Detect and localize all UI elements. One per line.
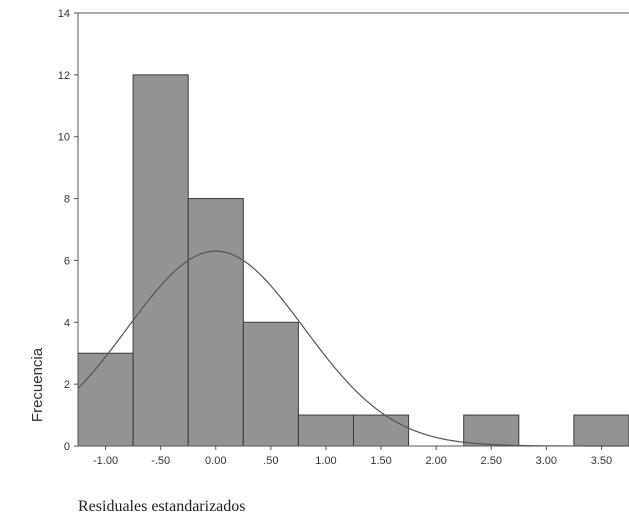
- y-tick-label: 6: [64, 255, 70, 267]
- x-tick-label: 1.50: [370, 455, 391, 467]
- y-tick-labels: 0 2 4 6 8 10 12 14: [58, 8, 78, 453]
- y-tick-label: 4: [64, 317, 70, 329]
- x-tick-label: 2.50: [481, 455, 502, 467]
- y-tick-label: 0: [64, 441, 70, 453]
- y-tick-label: 2: [64, 379, 70, 391]
- y-axis-label: Frecuencia: [29, 347, 46, 422]
- x-tick-label: 1.00: [315, 455, 336, 467]
- histogram-bar: [132, 74, 189, 447]
- x-tick-label: 3.00: [536, 455, 557, 467]
- histogram-bar: [187, 198, 244, 447]
- x-axis-label: Residuales estandarizados: [78, 498, 246, 515]
- histogram-bar: [353, 414, 410, 447]
- x-tick-label: 2.00: [425, 455, 446, 467]
- x-tick-label: .50: [263, 455, 278, 467]
- x-tick-label: -.50: [151, 455, 170, 467]
- histogram-bar: [573, 414, 629, 447]
- histogram-bar: [297, 414, 354, 447]
- x-tick-label: -1.00: [93, 455, 118, 467]
- y-tick-label: 8: [64, 194, 70, 206]
- x-tick-labels: -1.00 -.50 0.00 .50 1.00 1.50 2.00 2.50 3.00 3.50: [93, 446, 612, 467]
- axes-group: [77, 12, 629, 447]
- bars-group: [77, 74, 629, 447]
- y-tick-label: 12: [58, 70, 70, 82]
- histogram-bar: [242, 321, 299, 447]
- histogram-bar: [463, 414, 520, 447]
- x-tick-label: 3.50: [591, 455, 612, 467]
- histogram-bar: [77, 352, 134, 447]
- x-tick-label: 0.00: [205, 455, 226, 467]
- y-tick-label: 14: [58, 8, 70, 20]
- y-tick-label: 10: [58, 132, 70, 144]
